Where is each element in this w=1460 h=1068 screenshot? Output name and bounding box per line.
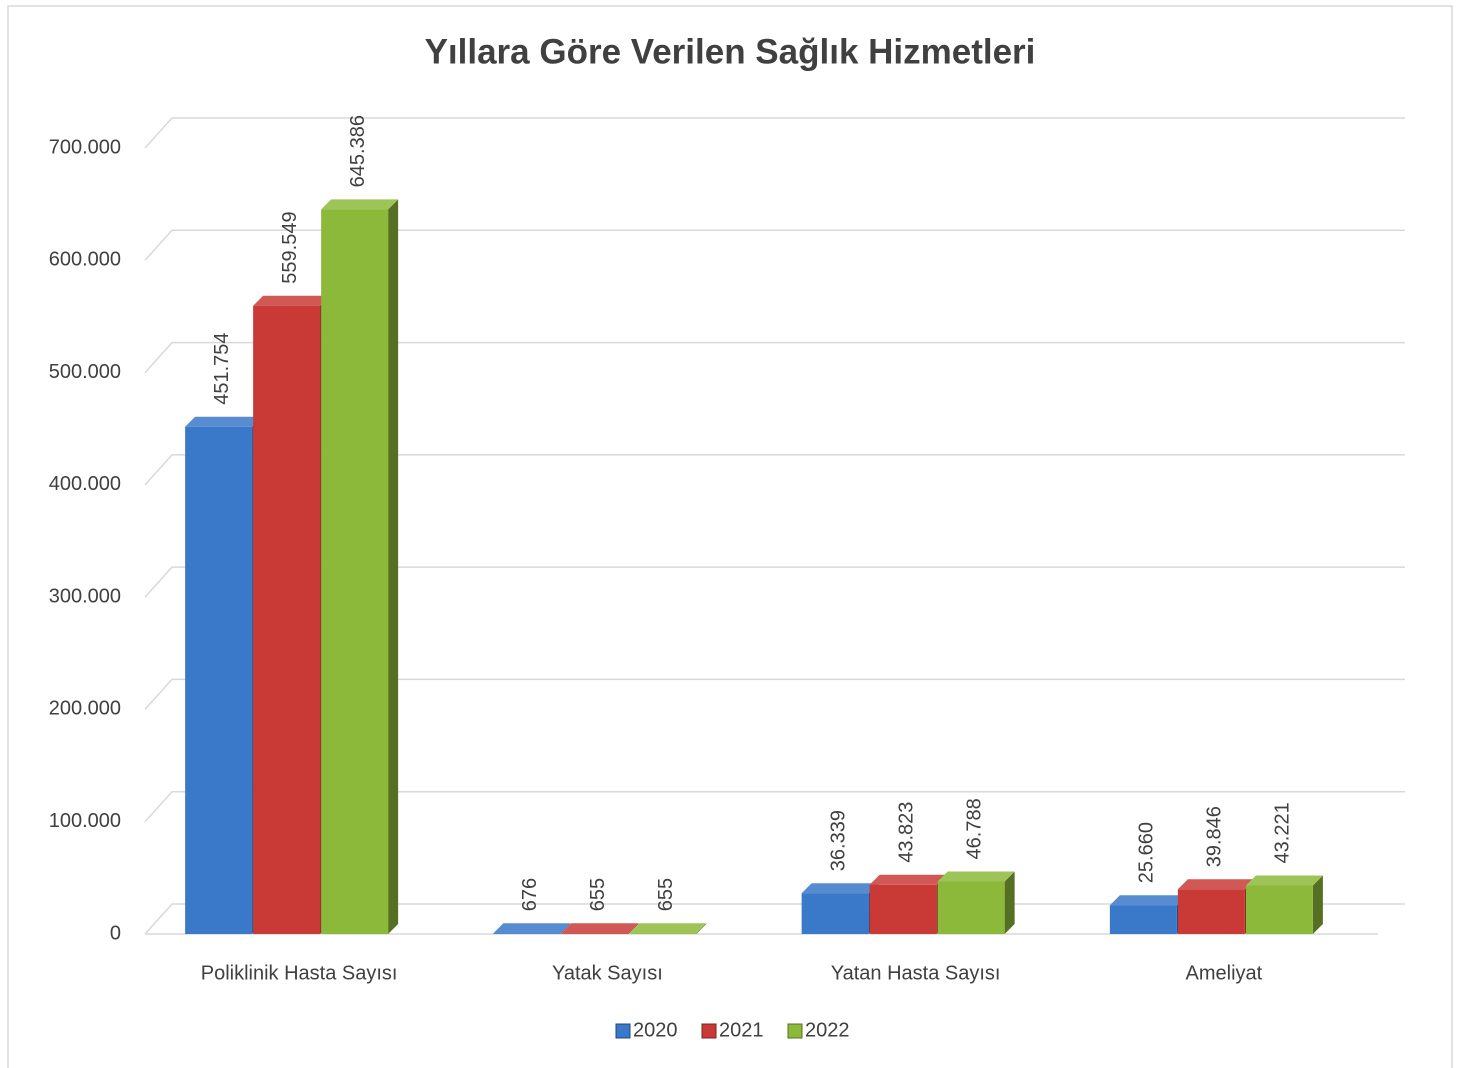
data-label: 655 <box>587 878 609 911</box>
grid-line <box>144 566 1405 598</box>
bar <box>629 933 697 934</box>
grid-line <box>144 454 1405 486</box>
x-tick-label: Ameliyat <box>1186 962 1263 984</box>
y-tick-label: 700.000 <box>49 136 121 158</box>
bar-top <box>1177 879 1255 890</box>
chart-title: Yıllara Göre Verilen Sağlık Hizmetleri <box>425 32 1036 71</box>
y-tick-label: 200.000 <box>49 698 121 720</box>
bar-top <box>1109 895 1187 906</box>
bar <box>937 881 1005 934</box>
y-tick-label: 400.000 <box>49 473 121 495</box>
bar-top <box>561 923 639 934</box>
bar-top <box>321 199 399 210</box>
y-tick-label: 300.000 <box>49 585 121 607</box>
bar-top <box>869 874 947 885</box>
grid-line <box>144 678 1405 710</box>
data-label: 36.339 <box>827 810 849 871</box>
bar-top <box>629 923 707 934</box>
bar <box>869 884 937 934</box>
data-label: 559.549 <box>279 211 301 283</box>
data-label: 43.823 <box>895 802 917 863</box>
y-tick-label: 100.000 <box>49 810 121 832</box>
bar-side <box>1312 875 1323 934</box>
x-tick-label: Yatan Hasta Sayısı <box>831 962 1001 984</box>
bar-side <box>628 923 639 934</box>
bar-top <box>493 923 571 934</box>
bar <box>1245 885 1313 934</box>
bar-side <box>696 923 707 934</box>
data-label: 655 <box>655 878 677 911</box>
bar <box>561 933 629 934</box>
bar-side <box>388 199 399 934</box>
bar-side <box>560 923 571 934</box>
bar-top <box>185 416 263 427</box>
bar-top <box>253 295 331 306</box>
data-label: 451.754 <box>211 332 233 404</box>
data-label: 43.221 <box>1272 802 1294 863</box>
y-tick-label: 600.000 <box>49 249 121 271</box>
data-label: 46.788 <box>963 798 985 859</box>
data-label: 39.846 <box>1204 806 1226 867</box>
x-tick-label: Yatak Sayısı <box>552 962 663 984</box>
grid-line <box>144 790 1405 823</box>
data-label: 645.386 <box>347 115 369 187</box>
grid-line <box>144 229 1405 261</box>
bar <box>321 209 389 934</box>
y-tick-label: 500.000 <box>49 361 121 383</box>
data-label: 25.660 <box>1136 822 1158 883</box>
bar <box>801 893 869 934</box>
legend-label: 2021 <box>719 1019 764 1041</box>
legend-label: 2020 <box>633 1019 678 1041</box>
bar-top <box>1245 875 1323 886</box>
legend-swatch <box>787 1023 803 1039</box>
bar <box>253 305 321 934</box>
data-label: 676 <box>519 878 541 911</box>
bar <box>185 426 253 934</box>
legend-swatch <box>701 1023 717 1039</box>
bar <box>1109 905 1177 934</box>
x-tick-label: Poliklinik Hasta Sayısı <box>201 962 398 984</box>
bar-top <box>937 871 1015 882</box>
legend-swatch <box>615 1023 631 1039</box>
bar-top <box>801 883 879 894</box>
grid-line <box>144 117 1405 149</box>
y-tick-label: 0 <box>110 922 121 944</box>
bar-side <box>1004 871 1015 934</box>
bar <box>1177 889 1245 934</box>
grid-line <box>144 341 1405 374</box>
legend-label: 2022 <box>805 1019 850 1041</box>
bar <box>493 933 561 934</box>
